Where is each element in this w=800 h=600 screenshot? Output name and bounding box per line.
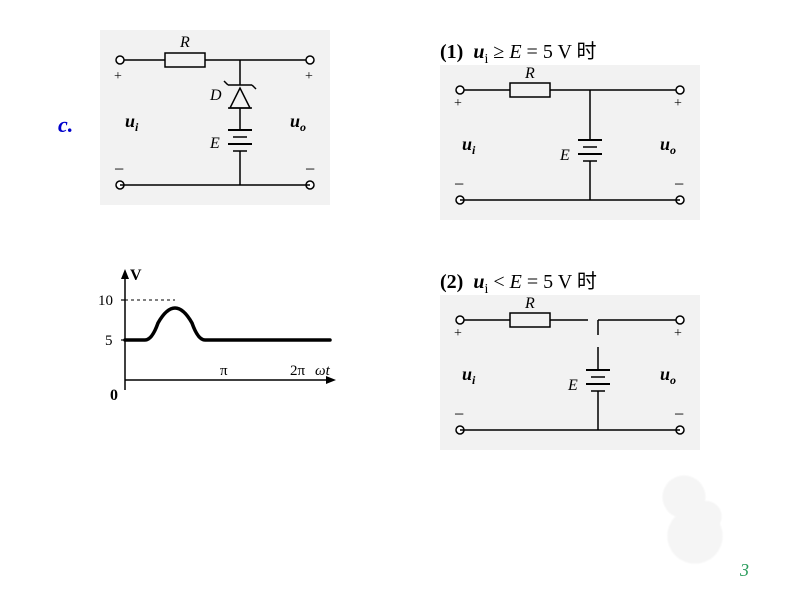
- circuit-1-svg: R E + + − − ui uo: [440, 65, 700, 220]
- c1-label-R: R: [524, 65, 535, 82]
- c1-uo: uo: [660, 134, 676, 157]
- label-uo: uo: [290, 111, 306, 134]
- c2-uo: uo: [660, 364, 676, 387]
- label-E: E: [209, 135, 220, 152]
- c1-plus-r: +: [674, 96, 682, 111]
- label-D: D: [209, 87, 222, 104]
- graph-x2pi: 2π: [290, 363, 306, 379]
- label-R: R: [179, 34, 190, 51]
- circuit-2-svg: R E + + − − ui uo: [440, 295, 700, 450]
- graph-xlabel: ωt: [315, 363, 331, 379]
- condition-2-text: (2) ui < E = 5 V 时: [440, 265, 597, 298]
- minus-left: −: [114, 159, 124, 179]
- c1-ui: ui: [462, 134, 476, 157]
- graph-xpi: π: [220, 363, 228, 379]
- c1-minus-l: −: [454, 174, 464, 194]
- page-number: 3: [740, 560, 749, 581]
- graph-y10: 10: [98, 293, 113, 309]
- c2-plus-l: +: [454, 326, 462, 341]
- circuit-c-panel: R D E + + − − ui uo: [100, 30, 330, 205]
- condition-1-text: (1) ui ≥ E = 5 V 时: [440, 35, 597, 68]
- waveform-svg: 0 5 10 V π 2π ωt: [80, 255, 350, 425]
- plus-right-top: +: [305, 69, 313, 84]
- graph-origin: 0: [110, 387, 118, 404]
- section-label: c.: [58, 112, 73, 138]
- c2-plus-r: +: [674, 326, 682, 341]
- c2-label-E: E: [567, 377, 578, 394]
- graph-ylabel: V: [130, 267, 142, 284]
- watermark-icon: [640, 445, 750, 575]
- minus-right: −: [305, 159, 315, 179]
- c2-minus-l: −: [454, 404, 464, 424]
- waveform-graph: 0 5 10 V π 2π ωt: [80, 255, 350, 425]
- c2-ui: ui: [462, 364, 476, 387]
- graph-y5: 5: [105, 333, 113, 349]
- c2-label-R: R: [524, 295, 535, 312]
- c1-label-E: E: [559, 147, 570, 164]
- circuit-1-panel: R E + + − − ui uo: [440, 65, 700, 220]
- circuit-2-panel: R E + + − − ui uo: [440, 295, 700, 450]
- circuit-c-svg: R D E + + − − ui uo: [100, 30, 330, 205]
- c2-minus-r: −: [674, 404, 684, 424]
- c1-minus-r: −: [674, 174, 684, 194]
- c1-plus-l: +: [454, 96, 462, 111]
- plus-left-top: +: [114, 69, 122, 84]
- label-ui: ui: [125, 111, 139, 134]
